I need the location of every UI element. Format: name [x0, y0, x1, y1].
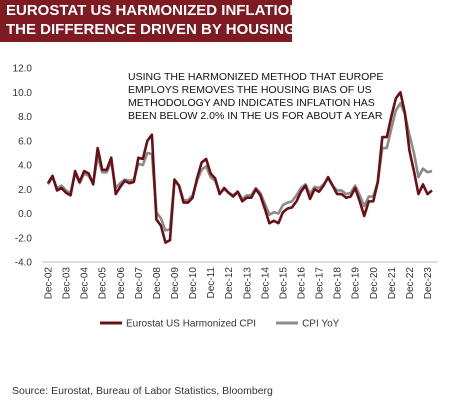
y-tick-label: 2.0 — [18, 185, 32, 196]
x-tick-label: Dec-18 — [333, 267, 344, 300]
x-tick-label: Dec-10 — [188, 267, 199, 300]
x-tick-label: Dec-04 — [80, 267, 91, 300]
x-tick-label: Dec-17 — [315, 267, 326, 300]
y-tick-label: 6.0 — [18, 136, 32, 147]
source: Source: Eurostat, Bureau of Labor Statis… — [12, 385, 273, 397]
annotation: EMPLOYS REMOVES THE HOUSING BIAS OF US — [128, 84, 372, 96]
legend-label: Eurostat US Harmonized CPI — [126, 319, 256, 330]
x-tick-label: Dec-19 — [351, 267, 362, 300]
x-tick-label: Dec-07 — [134, 267, 145, 300]
x-tick-label: Dec-22 — [405, 267, 416, 300]
x-tick-label: Dec-20 — [369, 267, 380, 300]
x-tick-label: Dec-16 — [296, 267, 307, 300]
x-tick-label: Dec-02 — [44, 267, 55, 300]
series-line — [46, 101, 433, 232]
annotation: METHODOLOGY AND INDICATES INFLATION HAS — [128, 97, 375, 109]
legend-label: CPI YoY — [302, 319, 340, 330]
y-tick-label: 8.0 — [18, 112, 32, 123]
chart-title: THE DIFFERENCE DRIVEN BY HOUSING — [6, 21, 296, 38]
x-tick-label: Dec-08 — [152, 267, 163, 300]
annotation: USING THE HARMONIZED METHOD THAT EUROPE — [128, 71, 383, 83]
y-tick-label: 4.0 — [18, 161, 32, 172]
y-tick-label: -4.0 — [15, 258, 33, 269]
x-tick-label: Dec-15 — [278, 267, 289, 300]
y-tick-label: 12.0 — [13, 64, 33, 75]
x-tick-label: Dec-21 — [387, 267, 398, 300]
series-line — [46, 90, 433, 244]
title-banner — [0, 0, 292, 42]
x-tick-label: Dec-05 — [98, 267, 109, 300]
x-tick-label: Dec-23 — [423, 267, 434, 300]
x-tick-label: Dec-06 — [116, 267, 127, 300]
x-tick-label: Dec-03 — [62, 267, 73, 300]
y-tick-label: 0.0 — [18, 209, 32, 220]
chart-title: EUROSTAT US HARMONIZED INFLATION VS CPI … — [6, 2, 389, 19]
x-tick-label: Dec-09 — [170, 267, 181, 300]
x-tick-label: Dec-11 — [206, 267, 217, 299]
x-tick-label: Dec-13 — [242, 267, 253, 300]
annotation: BEEN BELOW 2.0% IN THE US FOR ABOUT A YE… — [128, 110, 383, 122]
y-tick-label: -2.0 — [15, 233, 33, 244]
x-tick-label: Dec-12 — [224, 267, 235, 300]
y-tick-label: 10.0 — [13, 88, 33, 99]
x-tick-label: Dec-14 — [260, 267, 271, 300]
